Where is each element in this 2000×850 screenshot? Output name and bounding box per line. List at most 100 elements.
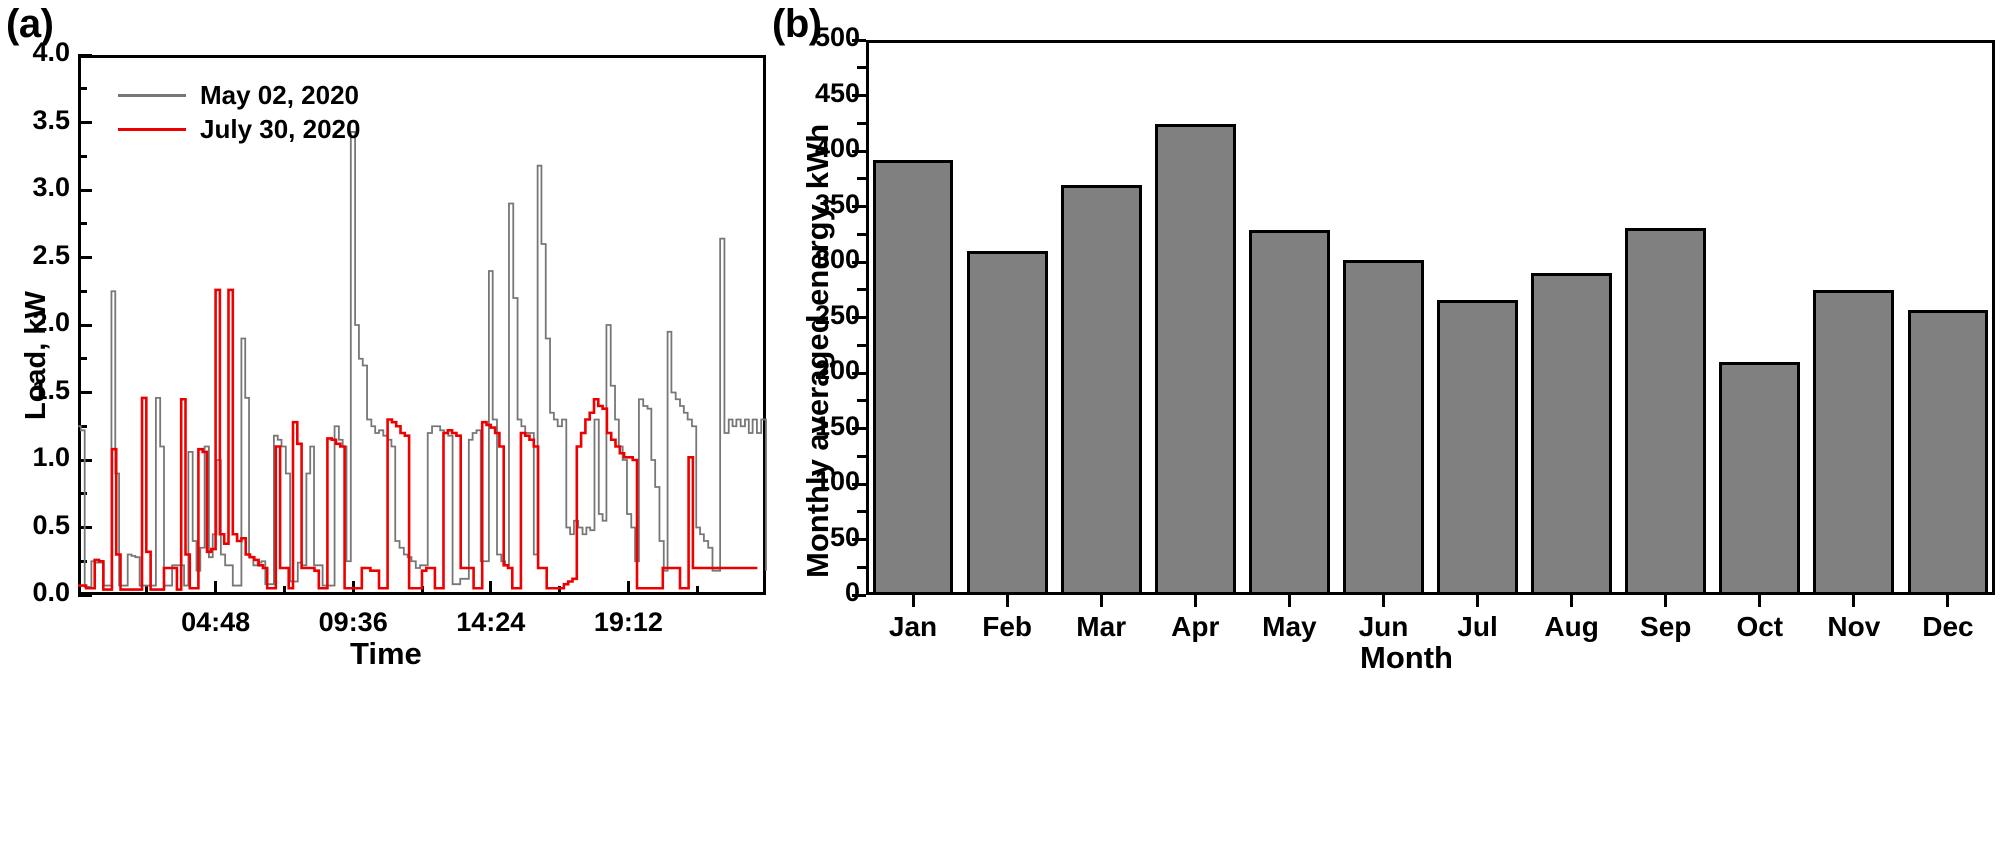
panel-b-x-tick (1287, 595, 1291, 607)
panel-b-x-tick (1664, 595, 1668, 607)
legend-label: May 02, 2020 (200, 79, 360, 110)
panel-b-x-tick (911, 595, 915, 607)
panel-a-y-tick-label: 1.5 (32, 374, 70, 405)
panel-b-x-tick (1381, 595, 1385, 607)
panel-b-y-tick-label: 500 (814, 22, 860, 52)
panel-b-bar (1719, 361, 1801, 595)
panel-b-x-tick-label: Nov (1827, 611, 1881, 642)
panel-b-y-tick-major (852, 593, 866, 597)
panel-a-series-line (78, 288, 758, 591)
panel-a-legend: May 02, 2020 July 30, 2020 (118, 78, 360, 146)
panel-a-y-tick-minor (78, 424, 87, 428)
panel-b-x-tick-label: Sep (1640, 611, 1692, 642)
panel-b-y-tick-label: 250 (814, 299, 860, 330)
panel-b-x-tick-label: Jan (888, 611, 938, 642)
panel-a-y-tick-major (78, 593, 92, 597)
panel-b-x-tick-label: Aug (1544, 611, 1599, 642)
panel-a-y-tick-label: 0.5 (32, 509, 70, 540)
panel-a-y-tick-minor (78, 87, 87, 91)
panel-a-x-tick-label: 09:36 (318, 607, 388, 637)
panel-a-x-tick-minor (282, 586, 286, 595)
legend-line-swatch (118, 127, 186, 131)
panel-a-x-tick-minor (420, 586, 424, 595)
panel-b-y-tick-major (852, 149, 866, 153)
panel-a-tag: (a) (6, 2, 54, 46)
panel-b-y-tick-minor (857, 177, 866, 181)
panel-b-x-tick (1476, 595, 1480, 607)
panel-a-y-tick-minor (78, 222, 87, 226)
panel-b-x-axis-title: Month (1360, 640, 1453, 675)
panel-a-y-tick-label: 0.0 (32, 577, 70, 607)
panel-b-x-tick (1946, 595, 1950, 607)
legend-entry: May 02, 2020 (118, 78, 360, 112)
panel-b-y-tick-major (852, 482, 866, 486)
panel-b-y-tick-label: 350 (814, 188, 860, 219)
panel-b-y-tick-major (852, 260, 866, 264)
panel-a-y-tick-minor (78, 357, 87, 361)
panel-a-y-tick-label: 2.0 (32, 307, 70, 337)
panel-b-y-tick-label: 300 (814, 244, 860, 274)
legend-line-swatch (118, 93, 186, 97)
panel-a-y-tick-major (78, 391, 92, 394)
panel-a-y-tick-label: 1.0 (32, 442, 70, 472)
panel-b-x-tick-label: Jun (1358, 611, 1409, 642)
panel-b-y-tick-minor (857, 343, 866, 347)
panel-b-y-tick-major (852, 94, 866, 97)
panel-a-y-tick-major (78, 188, 92, 192)
panel-b-y-tick-major (852, 538, 866, 541)
panel-a-x-tick-minor (695, 586, 699, 595)
panel-b-y-tick-major (852, 38, 866, 42)
panel-b-x-tick (1005, 595, 1009, 607)
panel-b-x-tick (1099, 595, 1103, 607)
panel-a-y-tick-label: 3.5 (32, 104, 70, 135)
panel-b-bar (1343, 259, 1424, 595)
panel-b-plot-frame (866, 40, 1995, 595)
panel-b-x-tick-label: Mar (1076, 611, 1127, 642)
panel-b-y-tick-major (852, 316, 866, 319)
panel-b-y-tick-minor (857, 121, 866, 125)
panel-b-y-tick-label: 400 (814, 133, 860, 163)
panel-b-y-tick-minor (857, 232, 866, 236)
panel-a-y-tick-major (78, 256, 92, 259)
panel-a-x-tick-major (626, 581, 630, 595)
legend-label: July 30, 2020 (200, 113, 361, 144)
panel-a-series-line (78, 131, 767, 588)
panel-b-bar (872, 159, 954, 595)
panel-b-bar (1248, 229, 1330, 595)
panel-a-y-tick-major (78, 121, 92, 124)
panel-b-x-tick-label: Jul (1457, 611, 1498, 642)
panel-a-y-tick-minor (78, 154, 87, 158)
panel-a-y-tick-minor (78, 289, 87, 293)
panel-a-x-tick-major (214, 581, 218, 595)
panel-b-bar (1437, 299, 1518, 595)
panel-b-y-tick-minor (857, 399, 866, 403)
panel-b-y-tick-major (852, 371, 866, 375)
panel-b-y-tick-minor (857, 565, 866, 569)
panel-b-y-tick-label: 200 (814, 355, 860, 385)
panel-b-y-tick-minor (857, 454, 866, 458)
panel-b-y-tick-label: 150 (814, 410, 860, 441)
panel-b-x-tick (1570, 595, 1574, 607)
panel-b-bar (966, 250, 1048, 595)
panel-a-y-tick-label: 4.0 (32, 37, 70, 67)
panel-b-tag: (b) (772, 2, 822, 46)
panel-b-y-tick-label: 450 (814, 77, 860, 108)
panel-b-y-tick-major (852, 427, 866, 430)
panel-a-y-tick-minor (78, 559, 87, 563)
panel-a-x-tick-label: 14:24 (456, 607, 526, 637)
panel-a-y-tick-minor (78, 492, 87, 496)
panel-a-x-tick-minor (145, 586, 149, 595)
panel-b-bar (1531, 273, 1613, 595)
panel-b-x-tick-label: Oct (1736, 611, 1784, 642)
panel-a-x-tick-minor (558, 586, 562, 595)
panel-b-y-tick-label: 0 (844, 577, 860, 607)
panel-b-x-tick-label: Dec (1922, 611, 1974, 642)
legend-entry: July 30, 2020 (118, 112, 360, 146)
panel-b-x-tick (1193, 595, 1197, 607)
panel-a-y-tick-major (78, 53, 92, 57)
panel-b-bar (1060, 185, 1142, 595)
panel-b-bar (1625, 227, 1707, 595)
panel-b-x-tick (1852, 595, 1856, 607)
panel-b-y-axis-title: Monthly averaged energy, kWh (800, 123, 835, 578)
